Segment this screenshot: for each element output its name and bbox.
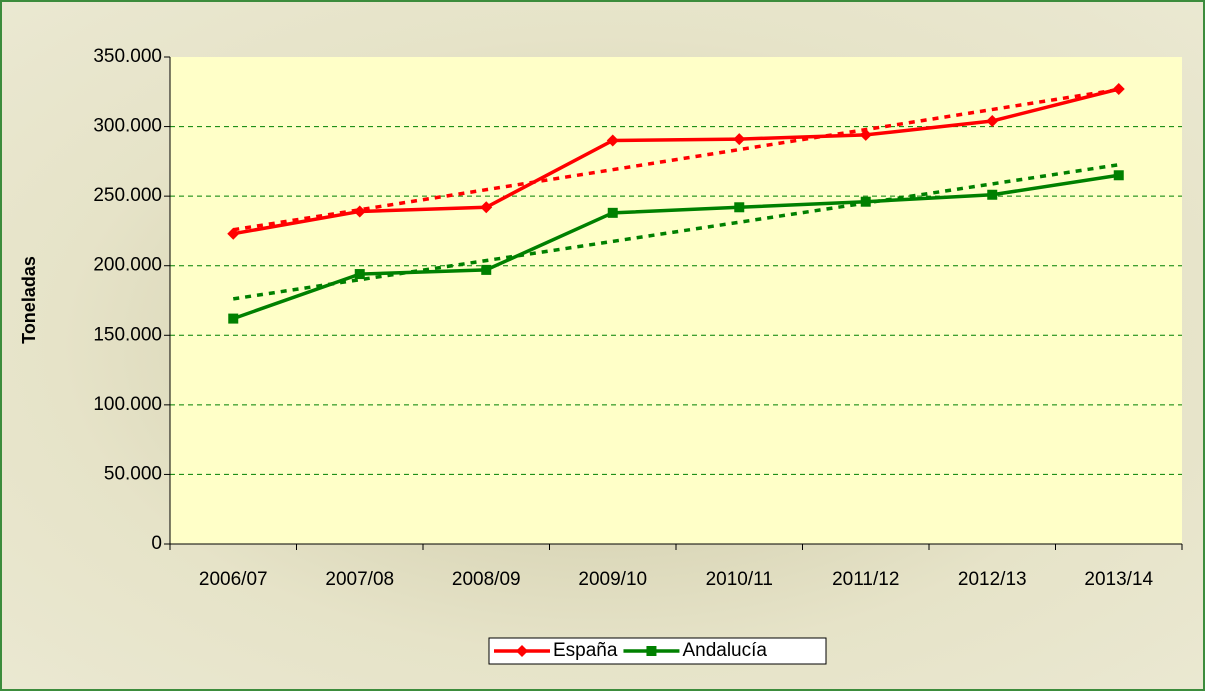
trendline (232, 162, 1120, 301)
x-tick-label: 2011/12 (832, 569, 899, 590)
y-tick-label: 0 (151, 533, 162, 554)
series-line (232, 173, 1120, 321)
data-point (734, 202, 745, 213)
y-tick-label: 150.000 (93, 324, 162, 345)
y-tick-label: 200.000 (93, 255, 162, 276)
data-point (733, 133, 746, 146)
data-point (859, 128, 872, 141)
data-point (1112, 83, 1125, 96)
legend-marker (516, 645, 528, 657)
trendline (232, 87, 1120, 232)
y-tick-label: 250.000 (93, 185, 162, 206)
data-point (860, 196, 871, 207)
data-point (607, 207, 618, 218)
legend-marker (646, 646, 657, 656)
x-tick-label: 2013/14 (1084, 569, 1153, 590)
data-point (228, 313, 239, 324)
x-tick-label: 2006/07 (199, 569, 268, 590)
data-point (606, 134, 619, 147)
legend-label: Andalucía (682, 640, 767, 661)
data-point (227, 227, 240, 240)
data-point (987, 189, 998, 200)
data-point (480, 201, 493, 214)
x-tick-label: 2012/13 (958, 569, 1027, 590)
legend-label: España (553, 640, 618, 661)
y-tick-label: 50.000 (104, 463, 162, 484)
data-point (353, 205, 366, 218)
data-point (1113, 170, 1124, 181)
plot-area (170, 57, 1182, 544)
y-tick-label: 100.000 (93, 394, 162, 415)
y-axis-label: Toneladas (19, 256, 39, 344)
data-point (354, 269, 365, 280)
x-tick-label: 2008/09 (452, 569, 521, 590)
data-point (986, 115, 999, 128)
y-tick-label: 350.000 (93, 46, 162, 67)
x-tick-label: 2007/08 (325, 569, 394, 590)
data-point (481, 264, 492, 275)
x-tick-label: 2009/10 (578, 569, 647, 590)
series-line (232, 87, 1120, 236)
y-tick-label: 300.000 (93, 116, 162, 137)
x-tick-label: 2010/11 (706, 569, 773, 590)
